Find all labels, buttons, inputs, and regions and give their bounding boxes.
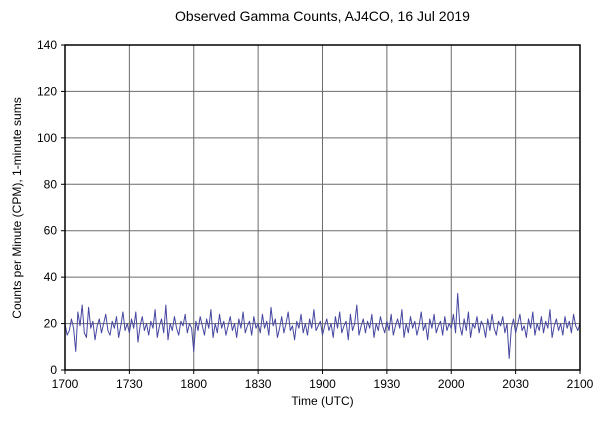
y-tick-label: 120 [37, 84, 57, 98]
x-tick-label: 1700 [52, 377, 79, 391]
y-tick-label: 60 [44, 224, 58, 238]
y-tick-label: 100 [37, 131, 57, 145]
y-tick-label: 0 [50, 363, 57, 377]
x-tick-label: 1800 [180, 377, 207, 391]
y-tick-label: 40 [44, 270, 58, 284]
y-tick-label: 20 [44, 317, 58, 331]
x-tick-label: 1930 [374, 377, 401, 391]
x-tick-label: 1730 [116, 377, 143, 391]
y-axis-label: Counts per Minute (CPM), 1-minute sums [10, 97, 24, 319]
chart-title: Observed Gamma Counts, AJ4CO, 16 Jul 201… [175, 8, 470, 24]
data-line [64, 292, 581, 359]
x-tick-label: 2100 [567, 377, 594, 391]
x-tick-label: 1830 [245, 377, 272, 391]
x-tick-label: 2000 [438, 377, 465, 391]
y-tick-label: 140 [37, 38, 57, 52]
x-tick-label: 1900 [309, 377, 336, 391]
x-axis-label: Time (UTC) [291, 394, 354, 408]
x-tick-label: 2030 [502, 377, 529, 391]
y-tick-label: 80 [44, 177, 58, 191]
